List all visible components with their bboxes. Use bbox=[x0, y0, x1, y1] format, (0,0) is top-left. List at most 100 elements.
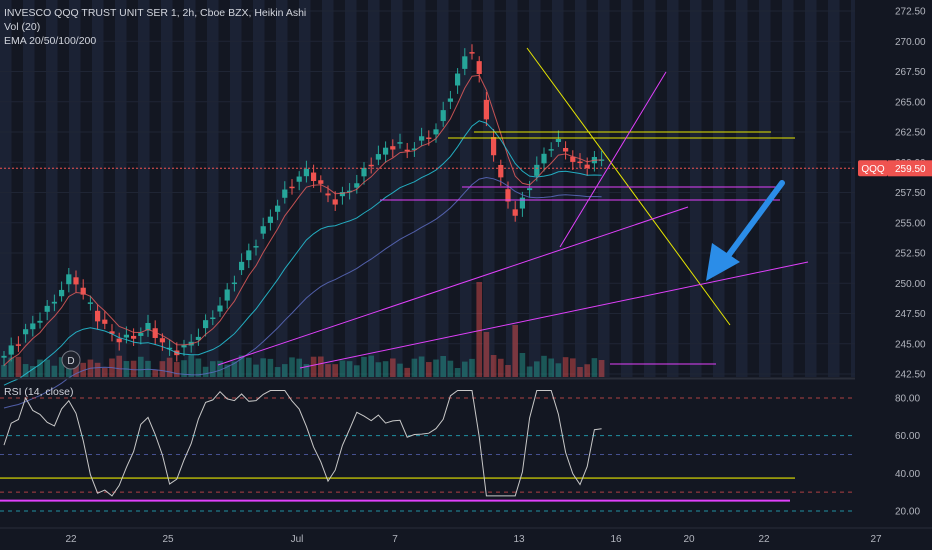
time-tick-label: 20 bbox=[683, 534, 695, 545]
volume-bar bbox=[426, 362, 432, 377]
candle-body bbox=[527, 188, 533, 191]
candle-body bbox=[325, 193, 331, 196]
session-stripe bbox=[161, 0, 173, 377]
candle-body bbox=[404, 149, 410, 152]
volume-bar bbox=[202, 366, 209, 377]
volume-bar bbox=[217, 360, 223, 377]
session-stripe bbox=[782, 0, 794, 377]
candle-body bbox=[131, 335, 137, 339]
volume-bar bbox=[375, 362, 382, 377]
candle-body bbox=[195, 336, 201, 340]
candle-body bbox=[66, 274, 72, 285]
last-price-badge-bg bbox=[888, 160, 932, 177]
volume-bar bbox=[476, 282, 482, 377]
volume-bar bbox=[246, 357, 252, 377]
rsi-tick-label: 80.00 bbox=[895, 394, 920, 405]
rising-trendline-2 bbox=[299, 261, 809, 369]
time-axis: 22 25 Jul 7 13 16 20 22 27 bbox=[0, 527, 932, 545]
volume-bar bbox=[318, 356, 324, 377]
volume-bar bbox=[490, 355, 497, 377]
price-tick-label: 250.00 bbox=[895, 279, 926, 290]
volume-bar bbox=[1, 365, 7, 377]
volume-bar bbox=[361, 356, 367, 377]
volume-bar bbox=[346, 361, 353, 377]
candle-body bbox=[102, 319, 108, 324]
candle-body bbox=[570, 156, 576, 162]
volume-bar bbox=[15, 356, 22, 377]
volume-bar bbox=[325, 364, 331, 377]
ema50-line bbox=[3, 120, 602, 386]
volume-bar bbox=[102, 367, 108, 377]
volume-bar bbox=[274, 367, 281, 377]
volume-bar bbox=[159, 361, 166, 377]
price-tick-label: 257.50 bbox=[895, 188, 926, 199]
candle-body bbox=[534, 164, 540, 176]
volume-bar bbox=[339, 360, 346, 377]
candle-body bbox=[224, 289, 230, 301]
candle-body bbox=[383, 147, 389, 155]
session-stripe bbox=[391, 0, 403, 377]
session-stripe bbox=[23, 0, 35, 377]
volume-bar bbox=[584, 364, 590, 377]
candle-body bbox=[512, 209, 518, 216]
volume-bar bbox=[224, 364, 230, 377]
candle-body bbox=[123, 334, 129, 338]
volume-bar bbox=[534, 361, 540, 377]
symbol-title: INVESCO QQQ TRUST UNIT SER 1, 2h, Cboe B… bbox=[4, 7, 307, 19]
volume-bar bbox=[231, 361, 238, 377]
volume-bar bbox=[332, 364, 338, 377]
candle-body bbox=[483, 99, 489, 120]
session-stripe bbox=[368, 0, 380, 377]
session-stripe bbox=[736, 0, 748, 377]
candle-body bbox=[253, 246, 259, 248]
volume-bar bbox=[174, 362, 180, 377]
volume-bar bbox=[296, 358, 302, 377]
candle-body bbox=[37, 320, 43, 323]
session-stripe bbox=[690, 0, 702, 377]
candle-body bbox=[375, 154, 381, 160]
candle-body bbox=[447, 98, 453, 102]
volume-bar bbox=[469, 358, 475, 377]
volume-bar bbox=[390, 358, 396, 377]
session-stripe bbox=[276, 0, 288, 377]
volume-bar bbox=[498, 358, 504, 377]
candle-body bbox=[73, 277, 79, 285]
session-stripe bbox=[69, 0, 81, 377]
last-price-badge-label: 259.50 bbox=[895, 164, 926, 175]
session-stripe bbox=[598, 0, 610, 377]
rsi-line bbox=[3, 390, 602, 497]
candle-body bbox=[548, 149, 554, 151]
candle-body bbox=[267, 216, 273, 223]
candle-body bbox=[368, 164, 374, 167]
volume-bar bbox=[30, 366, 36, 377]
time-tick-label: 16 bbox=[610, 534, 622, 545]
volume-bar bbox=[188, 355, 194, 377]
volume-bar bbox=[519, 353, 526, 377]
rising-trendline bbox=[217, 206, 689, 366]
candle-body bbox=[318, 180, 324, 184]
volume-label: Vol (20) bbox=[4, 21, 41, 33]
volume-bar bbox=[58, 357, 65, 377]
time-tick-label: 27 bbox=[870, 534, 882, 545]
candle-body bbox=[15, 344, 21, 346]
volume-bar bbox=[382, 361, 389, 377]
session-stripe bbox=[529, 0, 541, 377]
chart-legend: INVESCO QQQ TRUST UNIT SER 1, 2h, Cboe B… bbox=[4, 6, 306, 48]
drawings bbox=[217, 47, 809, 369]
candle-body bbox=[59, 289, 65, 297]
volume-bar bbox=[541, 355, 547, 377]
volume-bar bbox=[166, 357, 173, 377]
price-tick-label: 267.50 bbox=[895, 67, 926, 78]
price-badge: QQQ 259.50 bbox=[858, 160, 932, 177]
session-stripe bbox=[92, 0, 104, 377]
price-axis: 242.50 245.00 247.50 250.00 252.50 255.00 257.… bbox=[855, 0, 932, 528]
candle-body bbox=[555, 138, 561, 143]
candle-body bbox=[347, 190, 353, 193]
volume-bar bbox=[368, 355, 374, 377]
candle-body bbox=[505, 189, 511, 202]
candle-body bbox=[246, 250, 252, 261]
candle-body bbox=[563, 147, 569, 152]
candles bbox=[1, 44, 605, 367]
session-stripe bbox=[230, 0, 242, 377]
